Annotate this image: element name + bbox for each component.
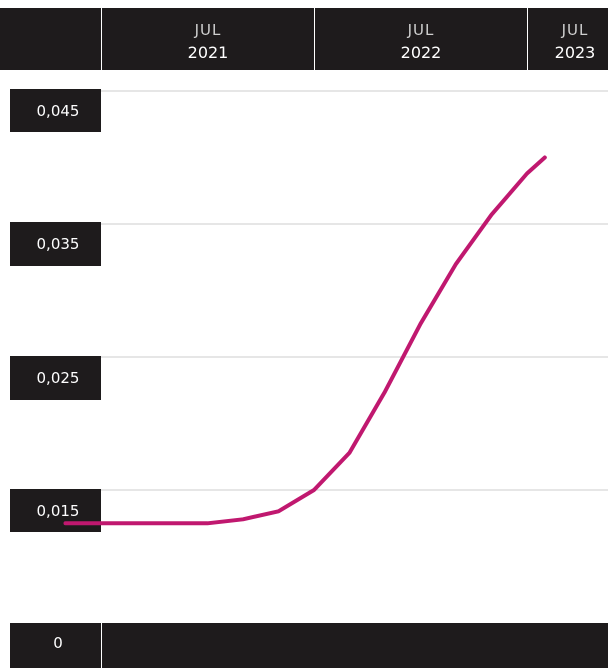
x-tick-month: JUL	[407, 21, 435, 39]
y-tick-box	[10, 356, 101, 400]
x-axis-header-band	[0, 8, 608, 70]
x-tick-month: JUL	[561, 21, 589, 39]
x-tick-year: 2021	[188, 43, 229, 62]
x-tick-month: JUL	[194, 21, 222, 39]
y-tick-box	[10, 623, 101, 668]
series-line	[63, 155, 547, 526]
x-tick-year: 2022	[401, 43, 442, 62]
x-axis-baseline-band	[102, 623, 608, 668]
y-tick-box	[10, 222, 101, 266]
y-tick-label: 0,025	[37, 369, 80, 387]
y-tick-label: 0,015	[37, 502, 80, 520]
y-tick-label: 0,045	[37, 102, 80, 120]
y-tick-label: 0	[53, 634, 63, 652]
y-tick-label: 0,035	[37, 235, 80, 253]
y-tick-box	[10, 89, 101, 132]
x-tick-year: 2023	[555, 43, 596, 62]
